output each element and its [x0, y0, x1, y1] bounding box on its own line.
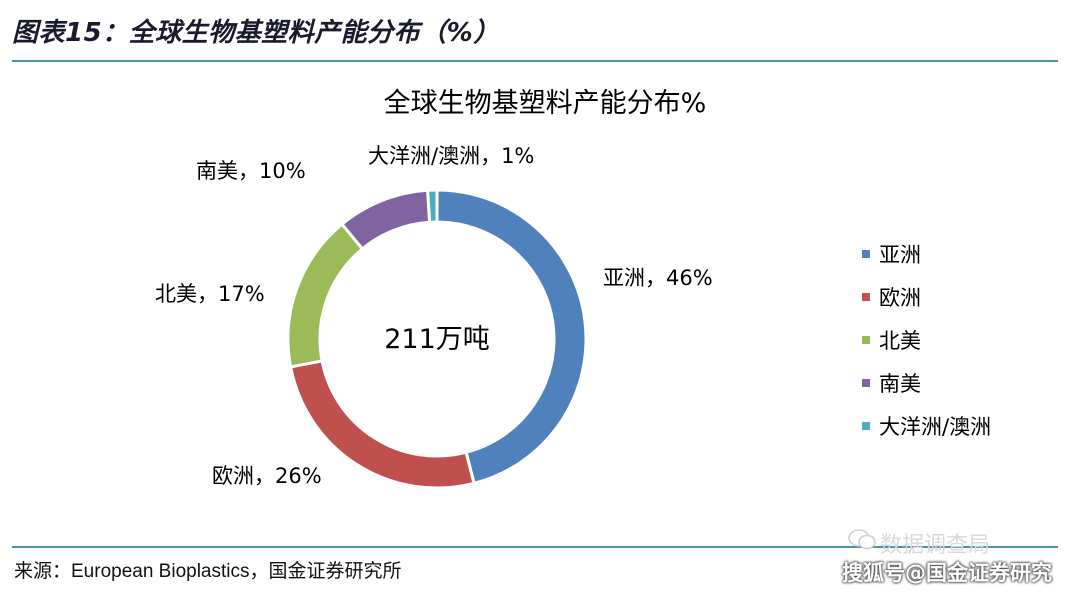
- donut-slices: [286, 188, 588, 490]
- watermark-bottom: 搜狐号@国金证券研究: [842, 561, 1052, 585]
- data-label-5: 大洋洲/澳洲，1%: [368, 144, 534, 168]
- bottom-rule: [12, 546, 1058, 548]
- legend-swatch-4: [862, 379, 870, 387]
- legend-label-3: 北美: [879, 329, 921, 353]
- legend-label-5: 大洋洲/澳洲: [879, 415, 991, 439]
- source-note: 来源：European Bioplastics，国金证券研究所: [14, 561, 402, 582]
- data-label-2: 欧洲，26%: [212, 464, 322, 488]
- legend-label-2: 欧洲: [879, 286, 921, 310]
- donut-slice-5: [426, 188, 439, 224]
- top-rule: [12, 60, 1058, 62]
- data-label-3: 北美，17%: [155, 282, 265, 306]
- data-label-4: 南美，10%: [196, 159, 306, 183]
- donut-slice-4: [339, 188, 432, 251]
- legend-swatch-3: [862, 336, 870, 344]
- donut-slice-1: [435, 188, 588, 486]
- data-labels: 亚洲，46% 欧洲，26% 北美，17% 南美，10% 大洋洲/澳洲，1%: [155, 144, 713, 488]
- watermark-top: 数据调查局: [880, 533, 991, 558]
- legend-swatch-1: [862, 250, 870, 258]
- legend-swatch-5: [862, 422, 870, 430]
- legend-label-1: 亚洲: [879, 243, 921, 267]
- donut-slice-3: [286, 222, 365, 369]
- chart-title: 全球生物基塑料产能分布%: [384, 88, 707, 119]
- legend-swatch-2: [862, 293, 870, 301]
- figure-header: 图表15：全球生物基塑料产能分布（%）: [12, 18, 500, 48]
- legend-label-4: 南美: [879, 372, 921, 396]
- center-total-label: 211万吨: [384, 324, 490, 355]
- data-label-1: 亚洲，46%: [603, 266, 713, 290]
- wechat-icon: [848, 529, 876, 550]
